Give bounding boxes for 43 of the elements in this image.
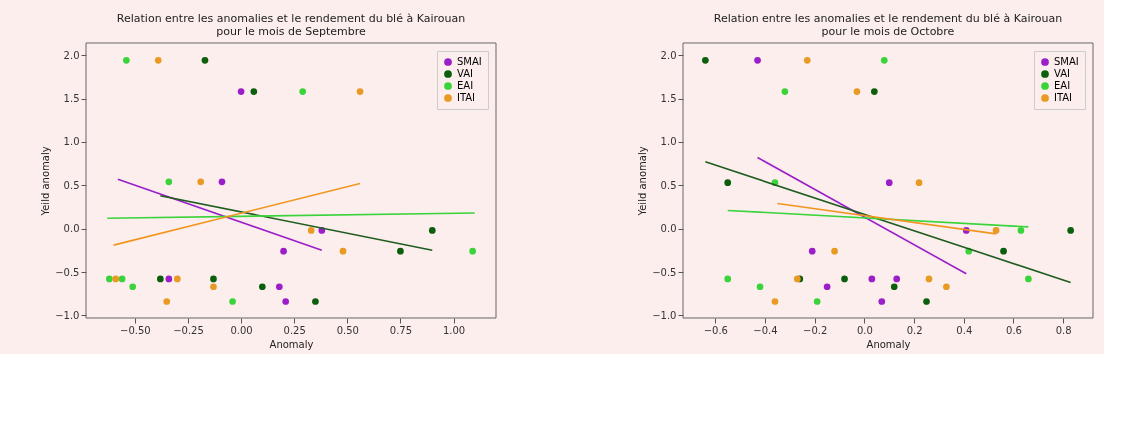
x-tick-label: 0.75 bbox=[389, 324, 413, 336]
y-axis-title: Yeild anomaly bbox=[637, 146, 649, 217]
y-tick-label: −1.0 bbox=[55, 309, 80, 321]
y-tick-label: 2.0 bbox=[660, 49, 677, 61]
x-tick-label: 0.8 bbox=[1055, 324, 1072, 336]
x-axis-title: Anomaly bbox=[269, 338, 314, 350]
x-tick-label: 0.6 bbox=[1006, 324, 1022, 336]
y-tick-label: 0.5 bbox=[63, 179, 80, 191]
legend-label: SMAI bbox=[1054, 56, 1079, 67]
legend-label: SMAI bbox=[457, 56, 482, 67]
y-tick-label: −1.0 bbox=[652, 309, 677, 321]
x-tick-label: −0.50 bbox=[120, 324, 151, 336]
x-tick-label: 0.2 bbox=[906, 324, 923, 336]
chart-title: Relation entre les anomalies et le rendement du blé à Kairouan pour le mois de Octobre bbox=[713, 11, 1063, 38]
legend-label: VAI bbox=[457, 68, 473, 79]
x-tick-label: 0.00 bbox=[230, 324, 253, 336]
x-tick-label: 1.00 bbox=[442, 324, 466, 336]
x-tick-label: 0.50 bbox=[336, 324, 359, 336]
x-tick-label: 0.25 bbox=[283, 324, 306, 336]
y-tick-label: −0.5 bbox=[55, 266, 80, 278]
y-tick-label: 1.0 bbox=[660, 136, 677, 148]
y-axis-title: Yeild anomaly bbox=[40, 146, 52, 217]
legend-label: EAI bbox=[457, 80, 474, 91]
x-tick-label: −0.6 bbox=[703, 324, 728, 336]
y-tick-label: 1.0 bbox=[63, 136, 80, 148]
y-tick-label: 0.5 bbox=[660, 179, 677, 191]
y-tick-label: 1.5 bbox=[660, 93, 677, 105]
x-tick-label: −0.2 bbox=[803, 324, 828, 336]
chart-title: Relation entre les anomalies et le rendement du blé à Kairouan pour le mois de Septembre bbox=[116, 11, 466, 38]
x-tick-label: 0.0 bbox=[856, 324, 873, 336]
y-tick-label: 0.0 bbox=[660, 223, 677, 235]
y-tick-label: 1.5 bbox=[63, 93, 80, 105]
x-tick-label: 0.4 bbox=[956, 324, 973, 336]
legend-label: EAI bbox=[1054, 80, 1071, 91]
x-axis-title: Anomaly bbox=[866, 338, 911, 350]
x-tick-label: −0.4 bbox=[753, 324, 778, 336]
y-tick-label: −0.5 bbox=[652, 266, 677, 278]
y-tick-label: 0.0 bbox=[63, 223, 80, 235]
legend-label: ITAI bbox=[457, 92, 476, 103]
y-tick-label: 2.0 bbox=[63, 49, 80, 61]
x-tick-label: −0.25 bbox=[173, 324, 204, 336]
legend-label: ITAI bbox=[1054, 92, 1073, 103]
legend-label: VAI bbox=[1054, 68, 1070, 79]
